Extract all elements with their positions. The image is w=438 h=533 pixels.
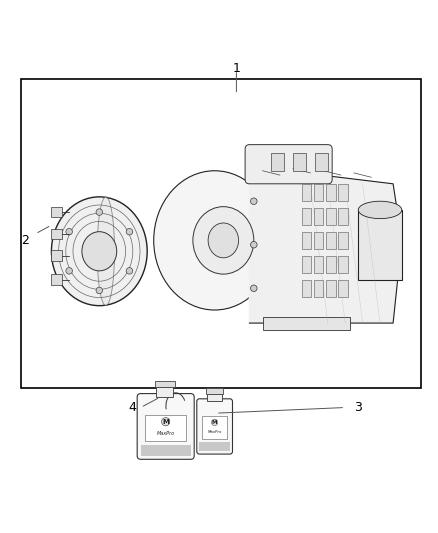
Ellipse shape <box>126 268 133 274</box>
Bar <box>302 256 311 273</box>
Bar <box>338 208 348 225</box>
Bar <box>145 415 186 441</box>
Bar <box>338 232 348 249</box>
Bar <box>51 274 62 285</box>
Bar <box>326 208 336 225</box>
Ellipse shape <box>51 197 147 305</box>
Bar <box>314 279 323 297</box>
Bar <box>326 256 336 273</box>
Ellipse shape <box>126 229 133 235</box>
Bar <box>155 381 175 387</box>
Bar <box>262 317 350 329</box>
Ellipse shape <box>251 241 257 248</box>
Ellipse shape <box>251 198 257 205</box>
Bar <box>21 79 421 389</box>
Text: 3: 3 <box>354 401 362 415</box>
Bar <box>302 232 311 249</box>
Bar <box>338 256 348 273</box>
Ellipse shape <box>251 285 257 292</box>
Text: 1: 1 <box>233 62 240 75</box>
Ellipse shape <box>96 287 102 294</box>
Text: 2: 2 <box>21 234 29 247</box>
Ellipse shape <box>358 201 402 219</box>
Polygon shape <box>250 166 402 323</box>
Ellipse shape <box>66 229 72 235</box>
Text: 4: 4 <box>128 401 136 415</box>
Bar <box>314 184 323 201</box>
FancyBboxPatch shape <box>197 399 233 454</box>
Bar <box>51 251 62 261</box>
Bar <box>206 388 223 393</box>
Ellipse shape <box>193 207 254 274</box>
Bar <box>314 232 323 249</box>
Bar <box>338 184 348 201</box>
Ellipse shape <box>154 171 276 310</box>
Bar <box>155 387 173 397</box>
Bar <box>302 184 311 201</box>
Text: M: M <box>162 419 169 425</box>
Bar <box>202 416 227 439</box>
Bar <box>271 154 284 171</box>
Ellipse shape <box>208 223 239 258</box>
Bar <box>302 208 311 225</box>
Bar <box>338 279 348 297</box>
Bar <box>314 208 323 225</box>
Bar <box>207 393 222 401</box>
Bar <box>326 232 336 249</box>
Bar <box>314 256 323 273</box>
FancyBboxPatch shape <box>137 393 194 459</box>
Bar <box>326 184 336 201</box>
FancyBboxPatch shape <box>245 144 332 184</box>
Ellipse shape <box>96 209 102 215</box>
Ellipse shape <box>66 268 72 274</box>
Bar <box>141 445 191 456</box>
Bar <box>358 210 402 279</box>
Text: M: M <box>212 420 217 425</box>
Bar <box>199 442 230 451</box>
Text: MaxPro: MaxPro <box>208 431 222 434</box>
Bar <box>302 279 311 297</box>
Ellipse shape <box>97 197 115 305</box>
Bar <box>51 207 62 217</box>
Bar <box>326 279 336 297</box>
Bar <box>51 229 62 239</box>
Ellipse shape <box>82 232 117 271</box>
Text: MaxPro: MaxPro <box>157 431 175 436</box>
Bar <box>315 154 328 171</box>
Bar <box>293 154 306 171</box>
